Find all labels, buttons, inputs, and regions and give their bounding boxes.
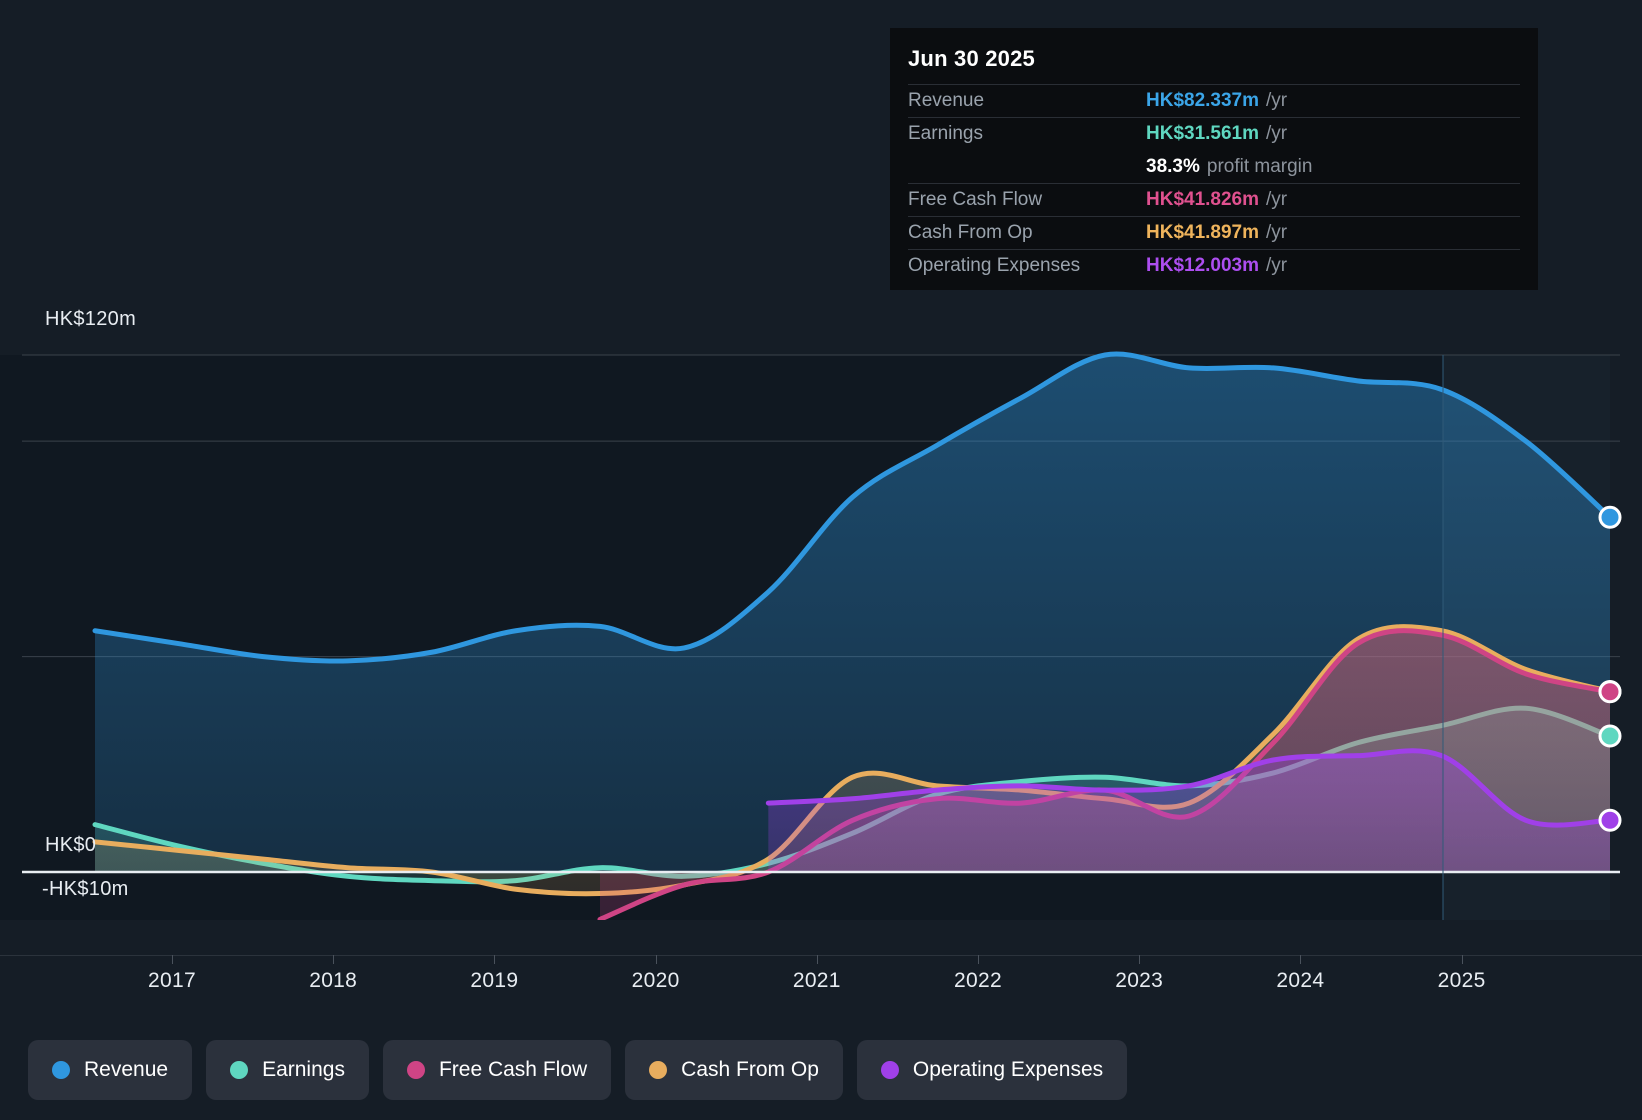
legend-item-earnings[interactable]: Earnings [206, 1040, 369, 1100]
x-axis-tick-mark [1300, 955, 1302, 964]
x-axis-tick-2018: 2018 [309, 969, 358, 992]
x-axis-line [0, 955, 1642, 956]
legend-dot-icon [649, 1061, 668, 1079]
tooltip-value-revenue: HK$82.337m [1146, 90, 1260, 111]
tooltip-label-earnings: Earnings [908, 123, 983, 144]
tooltip-unit-profit-margin: profit margin [1206, 155, 1313, 177]
tooltip-row-cash-from-op: Cash From Op HK$41.897m/yr [908, 216, 1520, 249]
legend-label: Cash From Op [681, 1058, 819, 1081]
y-axis-label-neg10: -HK$10m [42, 878, 129, 900]
tooltip-value-operating-expenses: HK$12.003m [1146, 255, 1260, 276]
x-axis-tick-mark [494, 955, 496, 964]
endpoint-marker-earnings[interactable] [1598, 724, 1622, 748]
y-axis-label-0: HK$0 [45, 834, 97, 856]
tooltip-unit-revenue: /yr [1266, 90, 1288, 111]
legend-label: Free Cash Flow [438, 1058, 588, 1081]
tooltip-value-cash-from-op: HK$41.897m [1146, 222, 1260, 243]
tooltip-label-cash-from-op: Cash From Op [908, 222, 1033, 243]
x-axis-tick-2023: 2023 [1115, 969, 1164, 992]
x-axis-tick-2017: 2017 [148, 969, 196, 992]
tooltip-row-revenue: Revenue HK$82.337m/yr [908, 84, 1520, 117]
series-revenue [92, 351, 1613, 872]
chart-svg [0, 300, 1642, 920]
x-axis-tick-mark [816, 955, 818, 964]
tooltip-value-free-cash-flow: HK$41.826m [1146, 189, 1260, 210]
legend-label: Revenue [84, 1058, 169, 1081]
plot-area: HK$120m HK$0 -HK$10m [0, 300, 1642, 920]
y-axis-label-120: HK$120m [45, 308, 137, 330]
tooltip-row-free-cash-flow: Free Cash Flow HK$41.826m/yr [908, 183, 1520, 216]
tooltip-unit-operating-expenses: /yr [1266, 255, 1288, 276]
endpoint-marker-operating-expenses[interactable] [1598, 808, 1622, 832]
legend-dot-icon [406, 1061, 425, 1079]
tooltip-unit-free-cash-flow: /yr [1266, 189, 1288, 210]
legend-label: Earnings [262, 1058, 345, 1081]
legend-item-free-cash-flow[interactable]: Free Cash Flow [382, 1040, 612, 1100]
tooltip-unit-cash-from-op: /yr [1266, 222, 1288, 243]
x-axis-tick-2025: 2025 [1437, 969, 1486, 992]
tooltip-row-profit-margin: 38.3% profit margin [908, 150, 1520, 183]
tooltip-value-earnings: HK$31.561m [1146, 123, 1260, 144]
x-axis-tick-2022: 2022 [954, 969, 1002, 992]
x-axis-tick-mark [1139, 955, 1141, 964]
tooltip-row-operating-expenses: Operating Expenses HK$12.003m/yr [908, 249, 1520, 282]
x-axis-tick-mark [1461, 955, 1463, 964]
x-axis-tick-2019: 2019 [470, 969, 519, 992]
x-axis-tick-2020: 2020 [631, 969, 680, 992]
chart-legend: Revenue Earnings Free Cash Flow Cash From O… [28, 1040, 1128, 1100]
x-axis-tick-mark [333, 955, 335, 964]
endpoint-marker-free-cash-flow[interactable] [1598, 680, 1622, 704]
legend-dot-icon [52, 1061, 70, 1079]
tooltip-label-revenue: Revenue [908, 90, 985, 111]
x-axis: 2017 2018 2019 2020 2021 2022 2023 2024 2025 [0, 955, 1642, 1003]
tooltip-date: Jun 30 2025 [908, 46, 1035, 71]
series-operating-expenses [765, 748, 1613, 872]
legend-label: Operating Expenses [912, 1058, 1104, 1081]
tooltip-row-earnings: Earnings HK$31.561m/yr [908, 117, 1520, 150]
x-axis-tick-2024: 2024 [1276, 969, 1325, 992]
tooltip-label-free-cash-flow: Free Cash Flow [908, 189, 1043, 210]
tooltip-label-operating-expenses: Operating Expenses [908, 255, 1081, 276]
legend-item-revenue[interactable]: Revenue [28, 1040, 193, 1100]
tooltip-value-profit-margin: 38.3% [1146, 155, 1200, 177]
tooltip-unit-earnings: /yr [1266, 123, 1288, 144]
endpoint-marker-revenue[interactable] [1598, 505, 1622, 529]
legend-dot-icon [880, 1061, 899, 1079]
x-axis-tick-2021: 2021 [792, 969, 841, 992]
legend-item-cash-from-op[interactable]: Cash From Op [625, 1040, 843, 1100]
data-tooltip: Jun 30 2025 Revenue HK$82.337m/yr Earnin… [890, 28, 1538, 290]
x-axis-tick-mark [978, 955, 979, 964]
legend-item-operating-expenses[interactable]: Operating Expenses [856, 1040, 1128, 1100]
x-axis-tick-mark [172, 955, 173, 964]
x-axis-tick-mark [655, 955, 657, 964]
legend-dot-icon [230, 1061, 249, 1079]
